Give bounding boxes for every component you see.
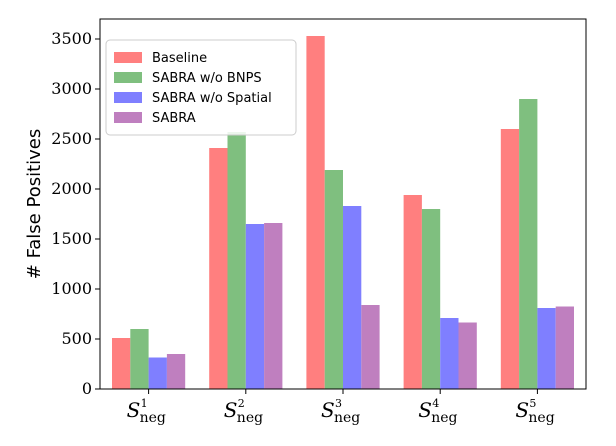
bar-sabra-w-o-spatial-3 (343, 206, 362, 389)
x-tick-label-superscript: 1 (141, 397, 148, 410)
x-tick-label-main: S (418, 398, 432, 422)
y-tick-label: 2000 (51, 179, 92, 198)
bar-sabra-1 (166, 354, 186, 389)
x-tick-label-main: S (515, 398, 529, 422)
bar-sabra-w-o-spatial-2 (245, 224, 265, 389)
x-tick-label-main: S (127, 398, 141, 422)
bar-baseline-4 (403, 195, 422, 389)
legend-label: Baseline (152, 51, 207, 66)
bar-sabra-4 (458, 322, 477, 389)
legend-swatch (114, 52, 142, 63)
x-tick-label-main: S (224, 398, 238, 422)
y-tick-label: 1500 (51, 229, 92, 248)
legend-swatch (114, 72, 142, 83)
bar-sabra-5 (555, 306, 574, 389)
y-tick-label: 2500 (51, 129, 92, 148)
bar-sabra-w-o-bnps-5 (519, 99, 538, 389)
x-tick-label-subscript: neg (431, 410, 457, 426)
legend-label: SABRA w/o Spatial (152, 91, 272, 106)
legend-swatch (114, 92, 142, 103)
bar-sabra-w-o-spatial-1 (148, 357, 167, 389)
bar-baseline-3 (306, 36, 325, 389)
y-tick-label: 0 (82, 379, 92, 398)
plot-frame (99, 18, 587, 390)
y-tick-label: 3500 (51, 29, 92, 48)
x-tick-label-superscript: 4 (432, 397, 439, 410)
x-tick-label-subscript: neg (334, 410, 360, 426)
x-tick-label-superscript: 5 (529, 397, 536, 410)
bar-sabra-w-o-bnps-4 (421, 209, 441, 389)
bar-sabra-w-o-bnps-2 (227, 132, 246, 389)
bar-sabra-w-o-bnps-3 (324, 170, 343, 389)
bar-sabra-3 (361, 305, 380, 389)
x-tick-label-main: S (321, 398, 335, 422)
y-tick-label: 3000 (51, 79, 92, 98)
bar-sabra-2 (264, 223, 283, 389)
bar-sabra-w-o-spatial-5 (537, 308, 556, 389)
x-tick-label-subscript: neg (528, 410, 554, 426)
bar-baseline-2 (209, 148, 228, 389)
y-axis: 0 500 1000 1500 2000 2500 3000 3500 (51, 29, 100, 398)
bar-sabra-w-o-spatial-4 (440, 318, 459, 389)
bar-series-group (112, 36, 574, 389)
legend-label: SABRA (152, 111, 196, 126)
y-tick-label: 1000 (51, 279, 92, 298)
y-axis-label: # False Positives (24, 129, 45, 279)
legend: Baseline SABRA w/o BNPS SABRA w/o Spatial S… (105, 39, 297, 136)
legend-box (105, 39, 297, 136)
bar-baseline-1 (112, 338, 131, 389)
bar-sabra-w-o-bnps-1 (130, 329, 149, 389)
x-tick-label-subscript: neg (237, 410, 263, 426)
x-tick-label-superscript: 3 (335, 397, 342, 410)
y-tick-label: 500 (61, 329, 92, 348)
legend-label: SABRA w/o BNPS (152, 71, 262, 86)
bar-baseline-5 (500, 129, 520, 389)
x-tick-label-superscript: 2 (238, 397, 245, 410)
legend-swatch (114, 112, 142, 123)
x-tick-label-subscript: neg (140, 410, 166, 426)
